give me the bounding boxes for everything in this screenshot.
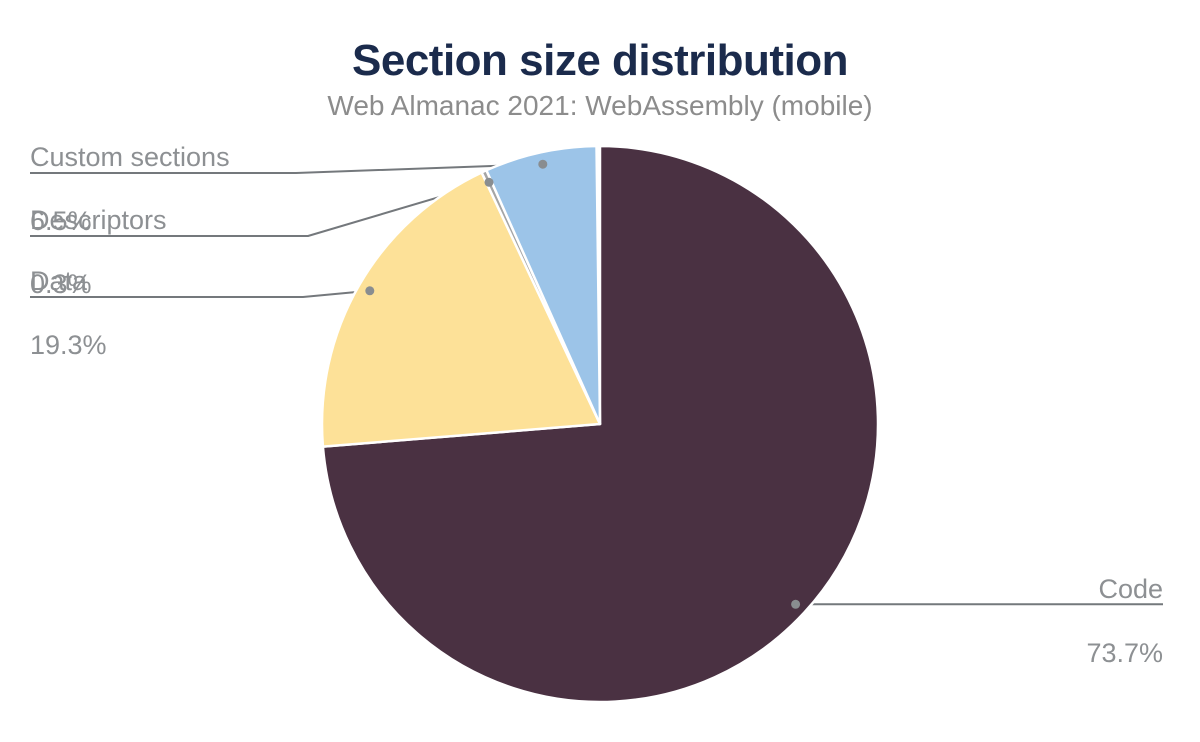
figure-subtitle: Web Almanac 2021: WebAssembly (mobile)	[327, 90, 873, 121]
callout-code: Code 73.7%	[1086, 574, 1163, 668]
callout-custom-sections: Custom sections 6.5%	[30, 142, 230, 236]
leader-line-data	[30, 289, 370, 298]
leader-line-descriptors	[30, 181, 490, 237]
leader-dots	[365, 159, 801, 609]
callout-value: 73.7%	[1086, 638, 1163, 668]
callout-data: Data 19.3%	[30, 266, 107, 360]
leader-dot-descriptors	[484, 177, 494, 187]
leader-line-custom-sections	[30, 163, 543, 174]
callout-descriptors: Descriptors 0.3%	[30, 205, 167, 299]
leader-lines	[30, 163, 1163, 606]
callout-label: Data	[30, 266, 88, 296]
callout-label: Descriptors	[30, 205, 167, 235]
leader-dot-code	[791, 599, 801, 609]
leader-dot-data	[365, 286, 375, 296]
callout-value: 0.3%	[30, 269, 92, 299]
callout-value: 19.3%	[30, 330, 107, 360]
callout-value: 6.5%	[30, 206, 92, 236]
leader-dot-custom-sections	[538, 159, 548, 169]
pie-slice-custom-sections	[485, 144, 602, 426]
callout-label: Code	[1098, 574, 1163, 604]
figure-title: Section size distribution	[352, 36, 849, 85]
callout-label: Custom sections	[30, 142, 230, 172]
pie-slices	[320, 144, 880, 704]
pie-slice-data	[320, 171, 602, 448]
